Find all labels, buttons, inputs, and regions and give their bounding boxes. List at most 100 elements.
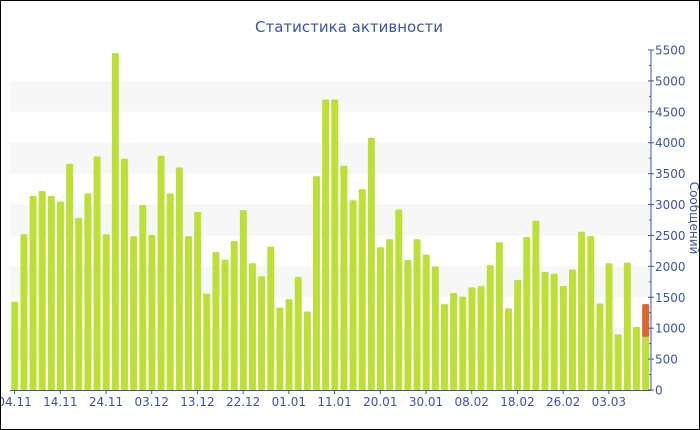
x-tick-label: 20.01	[363, 395, 397, 409]
bar-extra-segment	[642, 304, 650, 337]
bar	[185, 236, 192, 390]
bar	[322, 99, 330, 391]
bar	[249, 263, 256, 390]
bar	[57, 201, 64, 390]
y-tick-label: 5000	[655, 74, 686, 88]
x-tick-label: 14.11	[43, 395, 77, 409]
bar	[550, 273, 558, 390]
bar	[614, 334, 622, 390]
bar	[386, 239, 394, 390]
x-tick-label: 08.02	[455, 395, 489, 409]
bar	[422, 254, 430, 390]
y-axis: 0 500 1000 1500 2000 2500 3000 3500 4000 4500 5000…	[648, 44, 686, 398]
bar	[313, 176, 320, 390]
bar	[303, 311, 311, 390]
bar	[258, 276, 266, 390]
bar	[331, 99, 339, 391]
bar	[349, 200, 357, 390]
bar	[514, 279, 522, 390]
grid-band	[10, 80, 650, 112]
bar	[395, 209, 403, 390]
x-tick-label: 01.01	[272, 395, 306, 409]
bar	[29, 195, 37, 390]
chart-title: Статистика активности	[255, 18, 443, 36]
bar	[130, 236, 138, 390]
bar	[633, 326, 640, 390]
bar	[340, 165, 348, 390]
bar	[221, 259, 229, 390]
bar	[38, 190, 46, 390]
bar	[75, 218, 83, 390]
bar	[276, 307, 284, 390]
bar	[642, 336, 650, 390]
bar	[47, 195, 55, 390]
bar	[523, 237, 531, 390]
bar	[623, 262, 631, 390]
x-tick-label: 03.12	[135, 395, 169, 409]
bar	[477, 286, 485, 390]
bar	[605, 263, 613, 390]
bar	[157, 155, 165, 390]
bar	[532, 220, 540, 390]
bar	[267, 246, 275, 390]
x-tick-label: 18.02	[500, 395, 534, 409]
bar	[377, 247, 384, 390]
bar	[166, 193, 174, 390]
bar	[148, 234, 156, 390]
bar	[578, 231, 586, 390]
bar	[203, 293, 211, 390]
bar	[11, 301, 19, 390]
bar	[294, 276, 302, 390]
bar	[505, 308, 512, 390]
x-tick-label: 03.03	[592, 395, 626, 409]
y-tick-label: 500	[655, 353, 678, 367]
bar	[239, 210, 247, 390]
y-tick-label: 3000	[655, 198, 686, 212]
bar	[139, 205, 147, 390]
x-tick-label: 04.11	[1, 395, 32, 409]
bar	[93, 156, 101, 390]
bar	[413, 239, 421, 390]
bar	[230, 241, 238, 390]
y-tick-label: 4000	[655, 136, 686, 150]
bar	[194, 211, 202, 390]
x-tick-label: 24.11	[89, 395, 123, 409]
bar	[486, 265, 494, 390]
y-tick-label: 2000	[655, 260, 686, 274]
bar	[404, 260, 412, 390]
bar	[431, 266, 439, 390]
y-tick-label: 1000	[655, 322, 686, 336]
bar	[66, 163, 74, 390]
bar	[459, 296, 467, 390]
bar	[20, 234, 28, 390]
bar	[102, 234, 110, 390]
x-tick-label: 11.01	[317, 395, 351, 409]
x-tick-label: 22.12	[226, 395, 260, 409]
x-axis: 04.11 14.11 24.11 03.12 13.12 22.12 01.01 11.01…	[1, 390, 651, 409]
bar	[367, 137, 375, 390]
y-tick-label: 1500	[655, 291, 686, 305]
bar	[212, 252, 220, 390]
bar	[468, 287, 476, 390]
bar	[569, 269, 576, 390]
bar	[121, 158, 128, 390]
x-tick-label: 26.02	[546, 395, 580, 409]
bar	[450, 292, 458, 390]
bar	[285, 299, 293, 390]
bar	[587, 236, 595, 390]
y-tick-label: 5500	[655, 44, 686, 58]
bar	[441, 304, 448, 390]
x-tick-label: 13.12	[180, 395, 214, 409]
bar	[84, 193, 92, 390]
y-tick-label: 0	[655, 384, 663, 398]
bars	[11, 53, 650, 391]
grid-band	[10, 142, 650, 174]
bar	[541, 271, 549, 390]
y-tick-label: 3500	[655, 167, 686, 181]
bar	[559, 286, 567, 390]
bar	[111, 53, 119, 390]
bar	[596, 303, 604, 390]
y-tick-label: 4500	[655, 105, 686, 119]
